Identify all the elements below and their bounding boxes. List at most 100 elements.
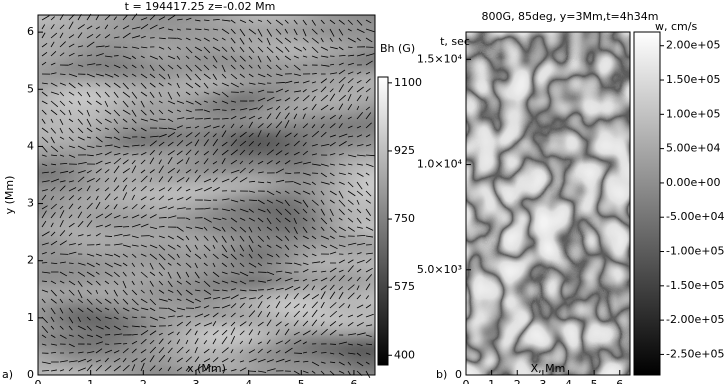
arrow — [50, 16, 55, 21]
arrow — [293, 55, 299, 59]
arrow — [104, 187, 110, 192]
arrow — [257, 358, 266, 363]
arrow — [284, 19, 289, 24]
arrow — [221, 289, 228, 292]
arrow — [185, 109, 192, 113]
arrow — [212, 244, 216, 249]
arrow — [293, 190, 301, 195]
arrow — [311, 73, 317, 75]
arrow — [365, 235, 374, 238]
arrow — [320, 181, 330, 185]
arrow — [365, 134, 371, 138]
arrow — [77, 45, 84, 48]
arrow — [302, 113, 306, 120]
arrow — [221, 244, 228, 253]
arrow — [122, 358, 127, 363]
x-axis-label: X, Mm — [531, 362, 566, 375]
arrow — [131, 271, 136, 276]
arrow — [338, 370, 345, 374]
arrow — [203, 358, 211, 363]
arrow — [86, 213, 92, 219]
arrow — [302, 244, 310, 250]
arrow — [41, 210, 47, 219]
arrow — [338, 181, 345, 185]
arrow — [176, 100, 185, 104]
arrow — [257, 330, 261, 336]
arrow — [302, 161, 312, 165]
arrow — [284, 80, 293, 84]
colorbar-tick-label: -1.00e+05 — [666, 245, 724, 258]
arrow — [266, 262, 273, 265]
arrow — [140, 109, 147, 116]
arrow — [140, 175, 148, 183]
arrow — [302, 28, 307, 37]
arrow — [122, 159, 129, 165]
arrow — [248, 226, 253, 233]
arrow — [221, 304, 231, 309]
arrow — [248, 115, 256, 120]
arrow — [140, 289, 145, 294]
arrow — [122, 316, 129, 320]
arrow — [86, 41, 95, 48]
arrow — [347, 62, 354, 66]
arrow — [86, 127, 93, 133]
arrow — [239, 253, 244, 257]
arrow — [122, 109, 131, 115]
arrow — [158, 226, 165, 228]
arrow — [149, 325, 156, 327]
arrow — [149, 64, 155, 72]
arrow — [167, 141, 174, 147]
arrow — [293, 133, 298, 138]
arrow — [221, 37, 226, 41]
arrow — [257, 244, 262, 248]
arrow — [365, 352, 371, 355]
arrow — [266, 37, 271, 46]
arrow — [194, 100, 202, 106]
arrow — [131, 160, 136, 165]
arrow — [266, 73, 272, 78]
arrow — [122, 271, 127, 277]
arrow — [257, 208, 266, 213]
arrow — [77, 170, 86, 174]
arrow — [230, 226, 237, 232]
arrow — [320, 235, 330, 240]
arrow — [275, 19, 284, 26]
arrow — [41, 231, 50, 237]
arrow — [176, 289, 182, 296]
arrow — [311, 350, 317, 354]
colorbar-tick-label: 575 — [394, 280, 415, 293]
arrow — [284, 172, 292, 175]
arrow — [131, 187, 137, 192]
arrow — [320, 370, 325, 375]
arrow — [284, 293, 289, 300]
arrow — [356, 313, 363, 318]
arrow — [122, 206, 128, 210]
arrow — [50, 307, 56, 315]
colorbar — [633, 31, 661, 376]
arrow — [131, 178, 137, 183]
arrow — [230, 55, 237, 63]
arrow — [248, 329, 253, 336]
arrow — [167, 156, 173, 165]
arrow — [122, 64, 128, 69]
arrow — [95, 53, 104, 57]
arrow — [140, 325, 147, 328]
arrow — [113, 307, 119, 315]
arrow — [167, 331, 174, 336]
arrow — [185, 157, 190, 165]
arrow — [293, 360, 300, 363]
arrow — [185, 17, 192, 21]
arrow — [104, 212, 113, 219]
arrow — [347, 54, 355, 57]
arrow — [77, 271, 86, 277]
arrow — [248, 160, 254, 165]
arrow — [329, 321, 337, 327]
arrow — [284, 190, 290, 194]
arrow — [86, 280, 93, 286]
arrow — [131, 118, 137, 124]
arrow — [293, 37, 298, 41]
arrow — [302, 19, 307, 26]
velocity-image — [466, 32, 630, 375]
arrow — [122, 136, 131, 139]
arrow — [212, 338, 217, 345]
